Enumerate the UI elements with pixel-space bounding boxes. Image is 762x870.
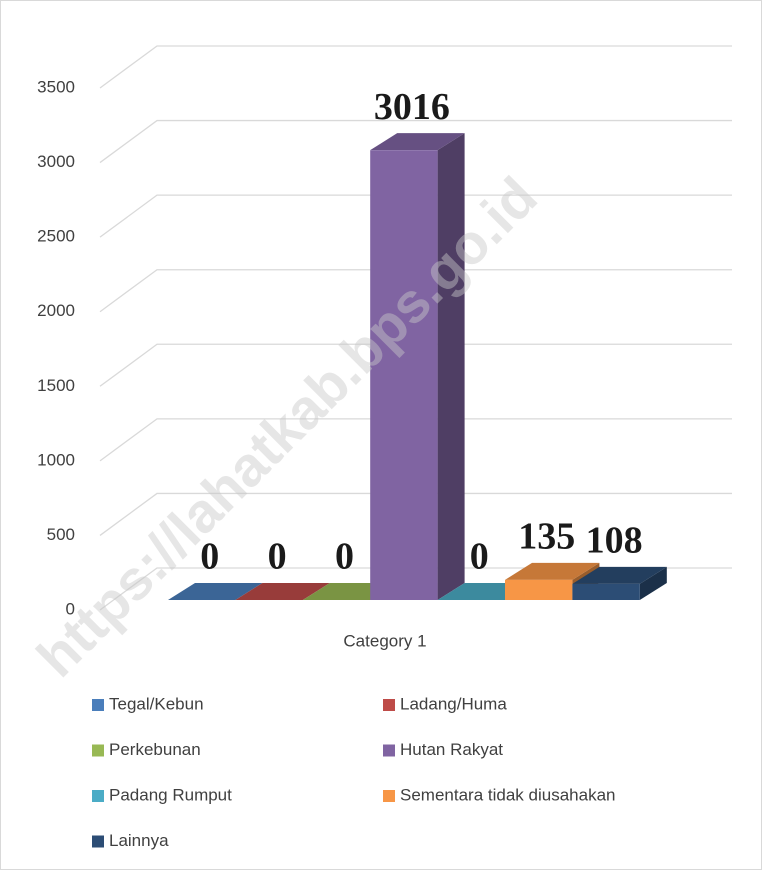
bars: [168, 133, 667, 600]
labels: 0 0 0 3016 0 135 108 Category 1: [200, 86, 642, 651]
x-tick-label: Category 1: [343, 631, 426, 650]
legend: Tegal/Kebun Ladang/Huma Perkebunan Hutan Ra…: [92, 694, 615, 850]
data-label: 0: [335, 536, 354, 578]
data-label: 0: [268, 536, 287, 578]
bar-top: [370, 133, 465, 151]
grid-line: [99, 269, 732, 313]
legend-swatch: [383, 790, 395, 802]
data-label: 0: [200, 536, 219, 578]
bar-top: [235, 583, 330, 600]
legend-swatch: [92, 699, 104, 711]
legend-label: Hutan Rakyat: [400, 740, 503, 759]
grid-line: [99, 343, 732, 387]
data-label: 3016: [374, 86, 450, 128]
legend-label: Lainnya: [109, 831, 169, 850]
legend-swatch: [92, 790, 104, 802]
bar-side: [437, 133, 465, 600]
grid-line: [99, 119, 732, 164]
y-tick-label: 2000: [37, 301, 75, 320]
legend-swatch: [383, 699, 395, 711]
legend-label: Ladang/Huma: [400, 694, 507, 713]
data-label: 0: [470, 536, 489, 578]
grid-line: [99, 45, 732, 89]
y-tick-label: 1000: [37, 450, 75, 469]
bar-top: [572, 566, 667, 584]
bar: [370, 150, 438, 600]
legend-label: Tegal/Kebun: [109, 694, 204, 713]
bar-top: [505, 562, 600, 580]
legend-label: Perkebunan: [109, 740, 201, 759]
grid-line: [99, 418, 732, 462]
legend-label: Padang Rumput: [109, 785, 232, 804]
grid-line: [99, 194, 732, 238]
legend-label: Sementara tidak diusahakan: [400, 785, 615, 804]
legend-swatch: [92, 835, 104, 848]
legend-swatch: [92, 744, 104, 757]
y-tick-label: 0: [66, 599, 75, 618]
grid: 0 500 1000 1500 2000 2500 3000 3500: [37, 45, 732, 618]
y-tick-label: 1500: [37, 376, 75, 395]
data-label: 135: [518, 516, 575, 558]
bar-top: [168, 583, 263, 600]
y-tick-label: 500: [47, 525, 75, 544]
legend-swatch: [383, 744, 395, 757]
y-tick-label: 3000: [37, 152, 75, 171]
y-tick-label: 3500: [37, 77, 75, 96]
bar-side: [639, 566, 667, 600]
y-tick-label: 2500: [37, 227, 75, 246]
data-label: 108: [586, 520, 643, 562]
bar: [505, 579, 573, 600]
grid-line: [99, 492, 732, 536]
bar: [572, 583, 640, 600]
